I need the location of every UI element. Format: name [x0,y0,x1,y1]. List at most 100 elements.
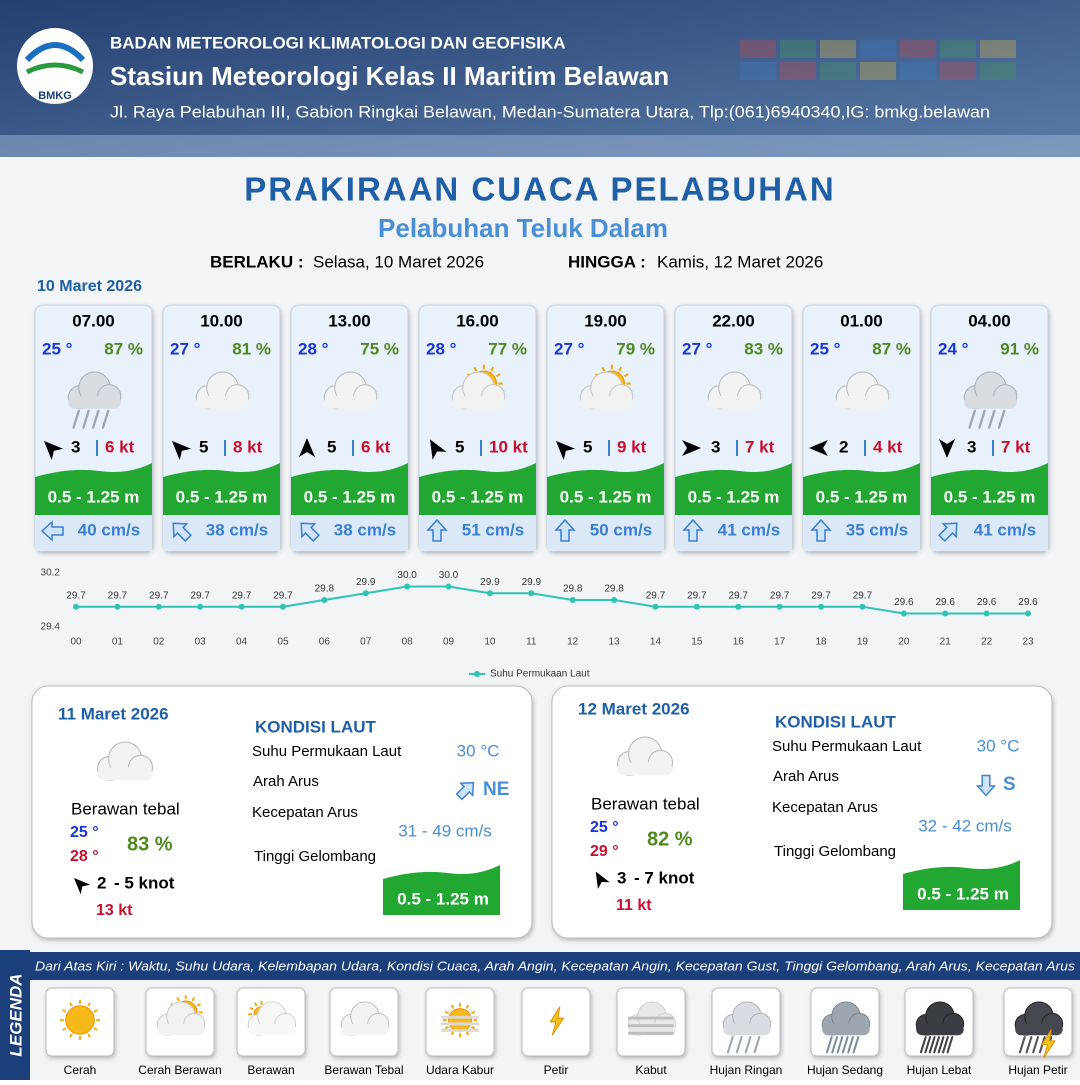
legend-title: LEGENDA [6,973,25,1056]
header-decor [860,62,896,80]
sun-ray [93,1009,98,1013]
wave-height: 0.5 - 1.25 m [944,487,1036,506]
sun-disc [65,1005,95,1035]
weather-icon [627,1001,677,1036]
gust: 6 kt [361,437,391,456]
current-speed: 38 cm/s [334,520,396,539]
wind-arrow [809,440,828,456]
x-tick-label: 05 [277,637,289,648]
cloud-base [723,1023,771,1036]
rain-drop [726,1036,734,1054]
sun-ray [444,1010,449,1015]
rain-drop [836,1036,844,1054]
header-decor [860,40,896,58]
sst: 30 °C [977,736,1020,755]
value-label: 29.8 [604,584,624,595]
sun-ray [465,1031,470,1036]
wave-band [803,463,920,515]
point [155,603,162,610]
temperature: 28 ° [298,339,329,358]
x-tick-label: 19 [857,637,869,648]
weather-icon [60,1000,100,1040]
x-tick-label: 00 [70,637,82,648]
rain-drop [82,409,90,429]
value-label: 29.6 [1018,597,1038,608]
x-tick-label: 14 [650,637,662,648]
sun-ray [87,1002,91,1007]
rain-drop [924,1036,932,1054]
sun-ray [471,1010,476,1015]
x-tick-label: 13 [609,637,621,648]
current-arrow [554,518,576,542]
today-date: 10 Maret 2026 [37,278,142,295]
cloud [821,1001,871,1036]
cloud [915,1001,965,1036]
gust: 11 kt [616,897,652,914]
value-label: 29.7 [687,590,707,601]
x-tick-label: 01 [112,637,124,648]
point [445,583,452,590]
header-decor [900,40,936,58]
sun-ray [450,1004,455,1009]
validity-to: Kamis, 12 Maret 2026 [657,252,823,271]
time: 10.00 [200,311,243,330]
cloud [617,736,674,777]
temp-max: 29 ° [590,843,619,860]
header-decor [940,40,976,58]
wind-speed: 5 [583,437,592,456]
wind-speed: 2 [839,437,848,456]
point [486,590,493,597]
current-speed: 38 cm/s [206,520,268,539]
cloud-base [822,1023,870,1036]
sun-ray [249,1006,254,1011]
sun-ray [196,1003,201,1007]
rain-drop [968,409,976,429]
weather-icon [451,364,506,410]
time: 07.00 [72,311,115,330]
x-tick-label: 18 [815,637,827,648]
weather-icon [707,371,762,410]
weather-icon [722,1001,772,1054]
current-speed: 41 cm/s [974,520,1036,539]
value-label: 29.9 [480,577,500,588]
sea-label: Suhu Permukaan Laut [252,743,402,760]
value-label: 29.6 [894,597,914,608]
current-speed: 40 cm/s [78,520,140,539]
gust: 10 kt [489,437,528,456]
gust: 13 kt [96,902,133,919]
value-label: 29.7 [273,590,293,601]
cloud-base [580,396,633,409]
point [238,603,245,610]
wind-speed: 5 [199,437,208,456]
header-decor [740,62,776,80]
rain-drop [735,1036,743,1054]
rain-drop [101,409,110,429]
humidity: 79 % [616,339,655,358]
cloud [963,371,1018,410]
current-speed: 41 cm/s [718,520,780,539]
x-tick-label: 22 [981,637,993,648]
legend-label: Berawan Tebal [324,1063,403,1077]
cloud [340,1001,390,1036]
legend-label: Udara Kabur [426,1063,494,1077]
header-decor [740,40,776,58]
x-tick-label: 10 [484,637,496,648]
current-arrow [975,774,997,797]
current-speed: 32 - 42 cm/s [918,816,1012,835]
rain-drop [744,1036,752,1054]
point [611,597,618,603]
wave-height: 0.5 - 1.25 m [917,884,1009,903]
y-tick-label: 30.2 [41,568,61,579]
value-label: 29.7 [811,590,831,601]
time: 22.00 [712,311,755,330]
current-speed: 31 - 49 cm/s [398,821,492,840]
lightning [549,1006,565,1036]
wind-speed: 3 [71,437,80,456]
wind-arrow [939,439,955,458]
cloud [1014,1001,1064,1036]
current-arrow [426,518,448,542]
humidity: 77 % [488,339,527,358]
temp-min: 25 ° [70,824,99,841]
sun-ray [191,997,196,1002]
cloud [835,371,890,410]
